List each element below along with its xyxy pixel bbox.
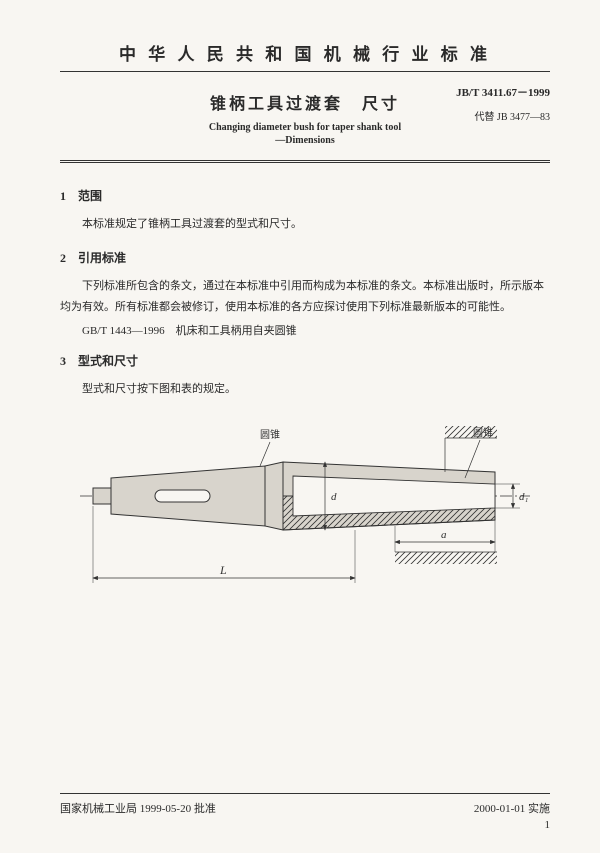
subtitle-en-1: Changing diameter bush for taper shank t… bbox=[60, 122, 550, 133]
section-3-num: 3 bbox=[60, 354, 66, 368]
footer-approval: 国家机械工业局 1999-05-20 批准 bbox=[60, 800, 216, 816]
label-inner-taper: 圆锥 bbox=[473, 427, 493, 439]
dim-a: a bbox=[441, 529, 447, 541]
section-2-num: 2 bbox=[60, 251, 66, 265]
drawing-svg: 圆锥 圆锥 d d₁ a L bbox=[65, 418, 545, 598]
org-title: 中 华 人 民 共 和 国 机 械 行 业 标 准 bbox=[60, 40, 550, 65]
dim-d: d bbox=[331, 491, 337, 503]
section-1-para: 本标准规定了锥柄工具过渡套的型式和尺寸。 bbox=[60, 214, 550, 235]
technical-drawing: 圆锥 圆锥 d d₁ a L bbox=[60, 418, 550, 603]
double-rule bbox=[60, 160, 550, 163]
page-footer: 国家机械工业局 1999-05-20 批准 2000-01-01 实施 1 bbox=[60, 793, 550, 831]
subtitle-en-2: —Dimensions bbox=[60, 135, 550, 146]
section-2-heading: 2 引用标准 bbox=[60, 249, 550, 266]
section-1-title: 范围 bbox=[78, 189, 102, 203]
section-1-heading: 1 范围 bbox=[60, 187, 550, 204]
standard-number: JB/T 3411.67－1999 bbox=[456, 84, 550, 100]
section-1-num: 1 bbox=[60, 189, 66, 203]
dim-d1: d₁ bbox=[519, 491, 529, 503]
section-3-title: 型式和尺寸 bbox=[78, 354, 138, 368]
section-2-para: 下列标准所包含的条文，通过在本标准中引用而构成为本标准的条文。本标准出版时，所示… bbox=[60, 276, 550, 318]
section-2-ref: GB/T 1443—1996 机床和工具柄用自夹圆锥 bbox=[60, 322, 550, 338]
footer-effective: 2000-01-01 实施 bbox=[474, 800, 550, 816]
section-2-title: 引用标准 bbox=[78, 251, 126, 265]
section-3-para: 型式和尺寸按下图和表的规定。 bbox=[60, 379, 550, 400]
replaces-line: 代替 JB 3477—83 bbox=[474, 108, 550, 123]
section-3-heading: 3 型式和尺寸 bbox=[60, 352, 550, 369]
label-outer-taper: 圆锥 bbox=[260, 429, 280, 441]
dim-L: L bbox=[219, 563, 227, 577]
title-block: JB/T 3411.67－1999 代替 JB 3477—83 锥柄工具过渡套 … bbox=[60, 90, 550, 146]
footer-rule bbox=[60, 793, 550, 794]
header-rule bbox=[60, 71, 550, 72]
page-number: 1 bbox=[60, 819, 550, 831]
